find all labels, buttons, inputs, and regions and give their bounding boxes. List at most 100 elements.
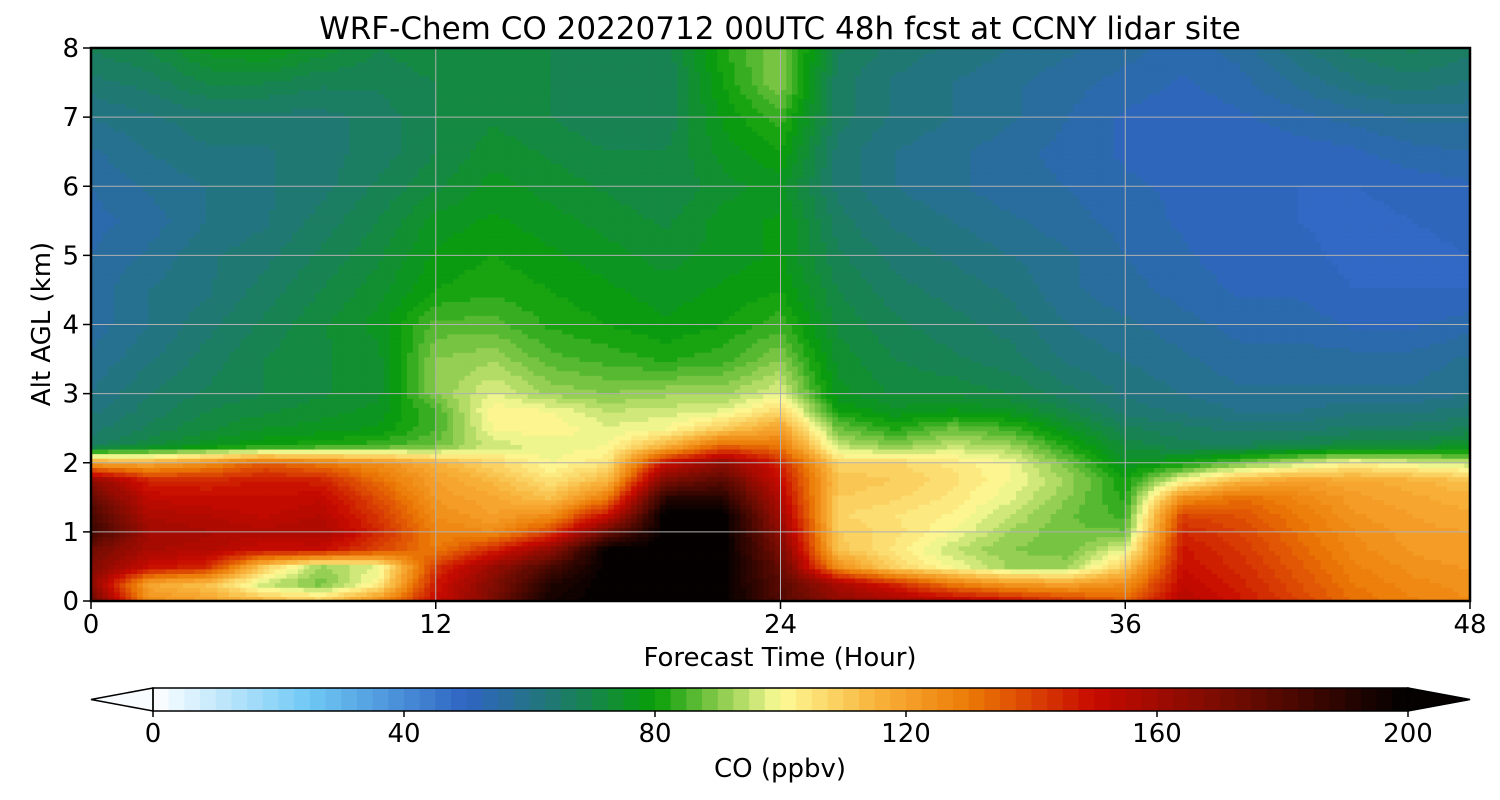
contour-cell <box>217 509 223 514</box>
contour-cell <box>442 592 448 597</box>
contour-cell <box>114 513 120 518</box>
contour-cell <box>539 564 545 569</box>
contour-cell <box>809 550 815 555</box>
contour-cell <box>1453 573 1459 578</box>
contour-cell <box>648 504 654 509</box>
contour-cell <box>585 532 591 537</box>
contour-cell <box>826 523 832 528</box>
contour-cell <box>643 569 649 574</box>
contour-cell <box>1407 573 1413 578</box>
contour-cell <box>1194 518 1200 523</box>
contour-cell <box>1183 532 1189 537</box>
contour-cell <box>660 518 666 523</box>
contour-cell <box>1131 569 1137 574</box>
contour-cell <box>671 560 677 565</box>
contour-cell <box>637 518 643 523</box>
contour-cell <box>832 573 838 578</box>
contour-cell <box>1010 587 1016 592</box>
contour-cell <box>292 513 298 518</box>
contour-cell <box>930 513 936 518</box>
contour-cell <box>1005 573 1011 578</box>
contour-cell <box>1361 583 1367 588</box>
contour-cell <box>108 560 114 565</box>
contour-cell <box>1102 569 1108 574</box>
contour-cell <box>1332 569 1338 574</box>
contour-cell <box>482 532 488 537</box>
contour-cell <box>579 541 585 546</box>
contour-cell <box>212 560 218 565</box>
contour-cell <box>959 587 965 592</box>
contour-cell <box>200 583 206 588</box>
contour-cell <box>1395 513 1401 518</box>
contour-cell <box>792 518 798 523</box>
contour-cell <box>1229 592 1235 597</box>
contour-cell <box>166 569 172 574</box>
contour-cell <box>735 541 741 546</box>
contour-cell <box>712 573 718 578</box>
contour-cell <box>855 587 861 592</box>
contour-cell <box>263 509 269 514</box>
contour-cell <box>476 583 482 588</box>
contour-cell <box>735 550 741 555</box>
contour-cell <box>1384 536 1390 541</box>
contour-cell <box>361 592 367 597</box>
contour-cell <box>1447 518 1453 523</box>
contour-cell <box>798 592 804 597</box>
contour-cell <box>1367 523 1373 528</box>
contour-cell <box>620 541 626 546</box>
contour-cell <box>1022 536 1028 541</box>
contour-cell <box>838 518 844 523</box>
contour-cell <box>528 555 534 560</box>
contour-cell <box>746 518 752 523</box>
contour-cell <box>1125 509 1131 514</box>
contour-cell <box>120 560 126 565</box>
contour-cell <box>556 536 562 541</box>
contour-cell <box>1407 583 1413 588</box>
contour-cell <box>143 592 149 597</box>
contour-cell <box>964 555 970 560</box>
contour-cell <box>740 509 746 514</box>
contour-cell <box>413 569 419 574</box>
contour-cell <box>396 536 402 541</box>
contour-cell <box>654 555 660 560</box>
contour-cell <box>373 569 379 574</box>
contour-cell <box>993 541 999 546</box>
contour-cell <box>1344 541 1350 546</box>
contour-cell <box>1309 560 1315 565</box>
contour-cell <box>269 573 275 578</box>
contour-cell <box>821 532 827 537</box>
contour-cell <box>1154 523 1160 528</box>
contour-cell <box>1097 509 1103 514</box>
contour-cell <box>384 504 390 509</box>
contour-cell <box>700 560 706 565</box>
contour-cell <box>982 592 988 597</box>
contour-cell <box>419 587 425 592</box>
contour-cell <box>637 564 643 569</box>
contour-cell <box>401 532 407 537</box>
contour-cell <box>476 573 482 578</box>
contour-cell <box>200 509 206 514</box>
contour-cell <box>1142 573 1148 578</box>
contour-cell <box>1407 546 1413 551</box>
contour-cell <box>252 509 258 514</box>
contour-cell <box>367 555 373 560</box>
contour-cell <box>832 583 838 588</box>
contour-cell <box>832 536 838 541</box>
contour-cell <box>884 518 890 523</box>
contour-cell <box>1234 536 1240 541</box>
contour-cell <box>1401 550 1407 555</box>
contour-cell <box>671 569 677 574</box>
contour-cell <box>763 541 769 546</box>
contour-cell <box>884 569 890 574</box>
contour-cell <box>602 509 608 514</box>
contour-cell <box>723 592 729 597</box>
contour-cell <box>1160 569 1166 574</box>
contour-cell <box>763 560 769 565</box>
contour-cell <box>1418 555 1424 560</box>
contour-cell <box>1177 583 1183 588</box>
contour-cell <box>930 541 936 546</box>
contour-cell <box>551 504 557 509</box>
contour-cell <box>1436 523 1442 528</box>
contour-cell <box>769 532 775 537</box>
contour-cell <box>1252 513 1258 518</box>
